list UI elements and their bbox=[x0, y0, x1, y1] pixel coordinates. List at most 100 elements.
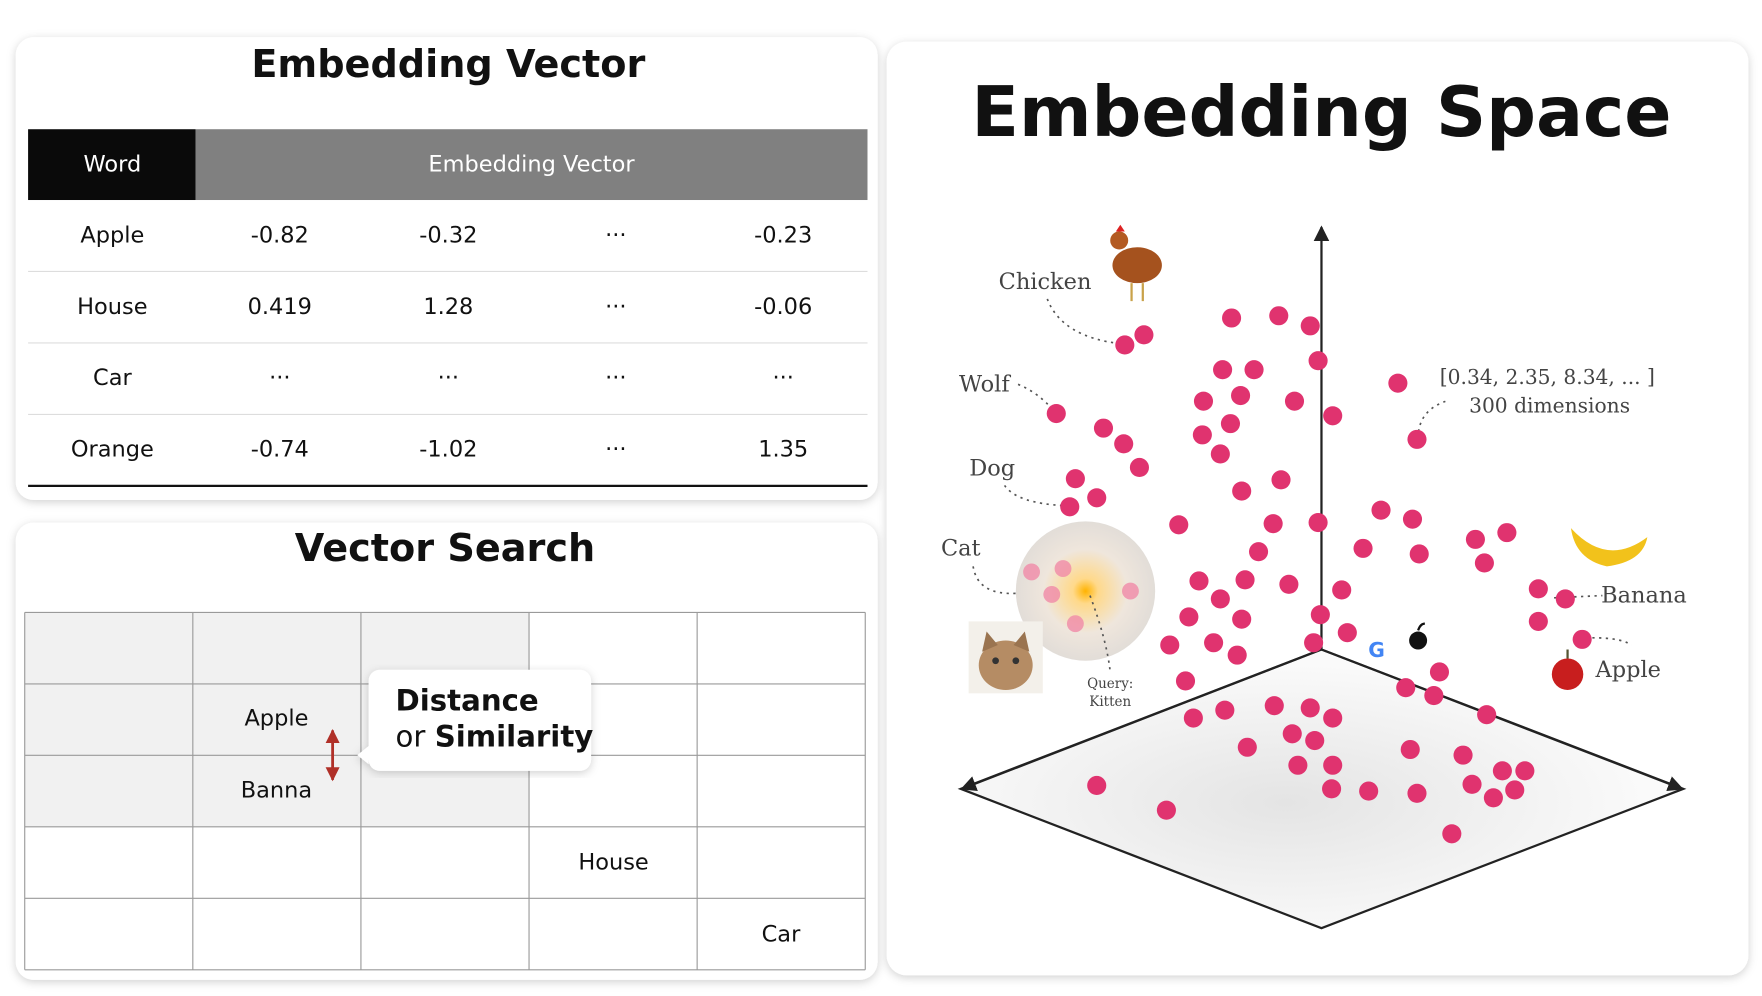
point bbox=[1134, 325, 1154, 345]
table-cell: -0.23 bbox=[754, 222, 812, 248]
faint-point bbox=[1043, 586, 1061, 603]
point bbox=[1060, 497, 1080, 517]
point bbox=[1160, 635, 1180, 655]
point bbox=[1474, 553, 1494, 573]
point bbox=[1492, 761, 1512, 781]
apple-logo bbox=[1409, 622, 1428, 650]
point-label: Banana bbox=[1601, 583, 1687, 609]
table-cell: ··· bbox=[605, 365, 626, 391]
point bbox=[1193, 391, 1214, 411]
point bbox=[1065, 469, 1085, 489]
grid-label: Banna bbox=[241, 778, 312, 804]
point bbox=[1204, 633, 1224, 653]
point-label: Apple bbox=[1594, 657, 1660, 683]
point bbox=[1400, 739, 1420, 760]
table-cell: Apple bbox=[80, 222, 144, 248]
point bbox=[1528, 579, 1548, 599]
panel bbox=[15, 37, 878, 501]
table-cell: Car bbox=[93, 365, 132, 391]
point bbox=[1175, 671, 1196, 691]
point-label: Chicken bbox=[999, 269, 1092, 295]
point bbox=[1332, 580, 1352, 600]
point bbox=[1227, 645, 1247, 665]
point bbox=[1322, 779, 1342, 799]
header-cell bbox=[195, 129, 868, 201]
point bbox=[1505, 780, 1525, 800]
table-cell: Orange bbox=[71, 437, 154, 463]
point bbox=[1114, 434, 1134, 454]
point bbox=[1407, 429, 1427, 449]
point bbox=[1515, 761, 1535, 781]
point bbox=[1244, 360, 1264, 380]
axis bbox=[1321, 648, 1684, 792]
header-text: Embedding Vector bbox=[428, 152, 635, 178]
point bbox=[1371, 500, 1391, 520]
point bbox=[1210, 589, 1230, 609]
point bbox=[1282, 724, 1302, 744]
table-body: Apple -0.82 -0.32 ··· -0.23 House 0.419 1.28 ···… bbox=[28, 222, 868, 488]
point bbox=[1284, 391, 1305, 411]
point bbox=[1323, 708, 1343, 728]
point bbox=[1237, 737, 1257, 757]
point bbox=[1183, 708, 1203, 728]
point bbox=[1192, 425, 1212, 445]
point bbox=[1232, 481, 1252, 501]
table-cell: House bbox=[77, 294, 147, 320]
table-cell: -0.74 bbox=[251, 437, 309, 463]
callout-bold: Similarity bbox=[435, 719, 594, 753]
point bbox=[1308, 351, 1328, 371]
point bbox=[1424, 686, 1444, 706]
table-cell: 1.35 bbox=[758, 437, 808, 463]
point bbox=[1288, 755, 1308, 775]
space-title: Embedding Space bbox=[971, 72, 1671, 153]
axis bbox=[960, 648, 1322, 792]
point bbox=[1305, 730, 1325, 751]
point bbox=[1087, 775, 1107, 796]
banana-icon bbox=[1570, 528, 1648, 567]
table-cell: 1.28 bbox=[423, 294, 473, 320]
query-label: Query: bbox=[1087, 676, 1133, 692]
point bbox=[1189, 571, 1209, 591]
point bbox=[1528, 611, 1548, 631]
point bbox=[1407, 783, 1427, 803]
point bbox=[1271, 470, 1291, 490]
faint-point bbox=[1023, 563, 1040, 581]
cat-icon bbox=[968, 621, 1043, 694]
point bbox=[1429, 662, 1450, 682]
table-cell: ··· bbox=[605, 294, 626, 320]
point-label: Wolf bbox=[959, 371, 1011, 397]
apple-icon bbox=[1551, 649, 1584, 690]
point bbox=[1310, 605, 1330, 625]
table-cell: ··· bbox=[605, 437, 626, 463]
point bbox=[1222, 308, 1242, 328]
point bbox=[1323, 406, 1343, 426]
points bbox=[1023, 306, 1592, 844]
table-cell: ··· bbox=[773, 365, 794, 391]
point bbox=[1353, 538, 1373, 558]
point bbox=[1483, 788, 1503, 808]
point bbox=[1337, 623, 1357, 643]
point bbox=[1304, 633, 1324, 653]
table-cell: -0.82 bbox=[251, 222, 309, 248]
point bbox=[1269, 306, 1289, 326]
point bbox=[1359, 781, 1379, 801]
point bbox=[1409, 544, 1429, 564]
point bbox=[1213, 360, 1233, 380]
point-label: Dog bbox=[969, 456, 1015, 482]
point bbox=[1465, 529, 1485, 549]
chicken-icon bbox=[1097, 223, 1175, 305]
header-text: Word bbox=[83, 152, 141, 178]
point bbox=[1572, 629, 1592, 649]
table-cell: -0.32 bbox=[419, 222, 477, 248]
point bbox=[1453, 745, 1473, 765]
point bbox=[1323, 755, 1343, 775]
point bbox=[1179, 607, 1199, 627]
point bbox=[1235, 570, 1255, 590]
callout-text: Distance bbox=[396, 683, 539, 717]
point bbox=[1169, 515, 1189, 535]
point bbox=[1462, 774, 1482, 794]
point bbox=[1220, 414, 1241, 434]
callout bbox=[357, 669, 592, 771]
